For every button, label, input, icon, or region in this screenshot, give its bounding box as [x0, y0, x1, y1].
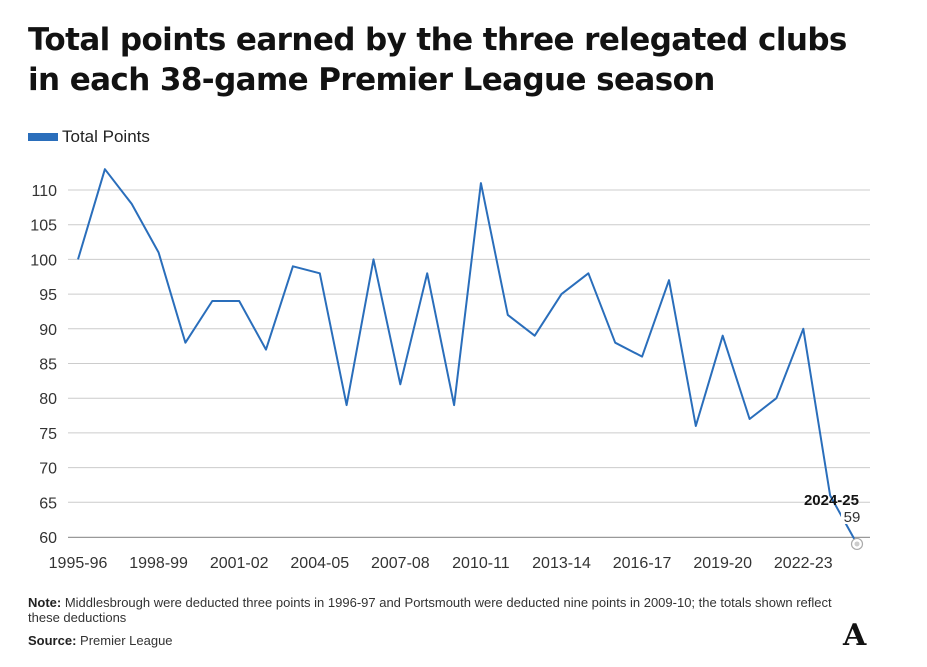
- x-tick-label: 1995-96: [49, 555, 108, 572]
- data-point: [586, 271, 590, 275]
- x-tick-label: 2007-08: [371, 555, 430, 572]
- legend: Total Points: [28, 127, 150, 147]
- data-point: [425, 271, 429, 275]
- line-chart: 60 65 70 75 80 85 90 95 100 105 110 1995-96 1998-99 2…: [30, 167, 870, 572]
- y-tick-label: 70: [39, 461, 57, 478]
- data-point: [452, 403, 456, 407]
- chart-title: Total points earned by the three relegat…: [28, 22, 847, 98]
- data-point: [210, 299, 214, 303]
- data-point: [667, 278, 671, 282]
- annotation-value: 59: [844, 509, 861, 526]
- legend-label: Total Points: [62, 127, 150, 146]
- y-tick-label: 65: [39, 495, 57, 512]
- chart-note: Note: Middlesbrough were deducted three …: [28, 595, 858, 625]
- data-point: [264, 348, 268, 352]
- annotation-label: 2024-25: [804, 492, 859, 509]
- x-tick-label: 2016-17: [613, 555, 672, 572]
- series-line-total-points: [77, 168, 858, 545]
- y-tick-label: 95: [39, 287, 57, 304]
- data-point: [506, 313, 510, 317]
- data-point: [721, 334, 725, 338]
- data-point: [694, 424, 698, 428]
- data-point: [371, 257, 375, 261]
- x-tick-label: 2004-05: [290, 555, 349, 572]
- data-point: [345, 403, 349, 407]
- y-tick-label: 110: [31, 183, 57, 200]
- x-tick-label: 2022-23: [774, 555, 833, 572]
- data-point: [76, 257, 80, 261]
- data-point: [157, 250, 161, 254]
- athletic-logo: A: [843, 618, 867, 653]
- data-point: [183, 341, 187, 345]
- x-tick-label: 2019-20: [693, 555, 752, 572]
- x-tick-label: 2001-02: [210, 555, 269, 572]
- y-tick-label: 60: [39, 530, 57, 547]
- data-point: [774, 396, 778, 400]
- x-tick-label: 2010-11: [452, 555, 510, 572]
- data-point: [398, 382, 402, 386]
- data-point: [291, 264, 295, 268]
- data-point: [640, 355, 644, 359]
- data-point: [318, 271, 322, 275]
- data-point: [533, 334, 537, 338]
- y-tick-label: 100: [30, 252, 57, 269]
- data-point: [748, 417, 752, 421]
- y-tick-label: 85: [39, 357, 57, 374]
- y-tick-label: 105: [30, 218, 57, 235]
- source-label: Source:: [28, 633, 77, 648]
- chart-source: Source: Premier League: [28, 633, 173, 648]
- source-text: Premier League: [80, 633, 173, 648]
- y-tick-label: 80: [39, 391, 57, 408]
- x-tick-label: 1998-99: [129, 555, 188, 572]
- data-point: [237, 299, 241, 303]
- note-text: Middlesbrough were deducted three points…: [28, 595, 832, 625]
- data-point: [103, 167, 107, 171]
- y-tick-label: 90: [39, 322, 57, 339]
- data-point: [613, 341, 617, 345]
- data-point: [130, 202, 134, 206]
- note-label: Note:: [28, 595, 62, 610]
- annotation-value-halo: [841, 508, 863, 524]
- x-tick-label: 2013-14: [532, 555, 591, 572]
- data-point: [560, 292, 564, 296]
- last-point-core: [854, 541, 860, 547]
- data-point: [801, 327, 805, 331]
- legend-swatch: [28, 133, 58, 141]
- data-point: [479, 181, 483, 185]
- y-tick-label: 75: [39, 426, 57, 443]
